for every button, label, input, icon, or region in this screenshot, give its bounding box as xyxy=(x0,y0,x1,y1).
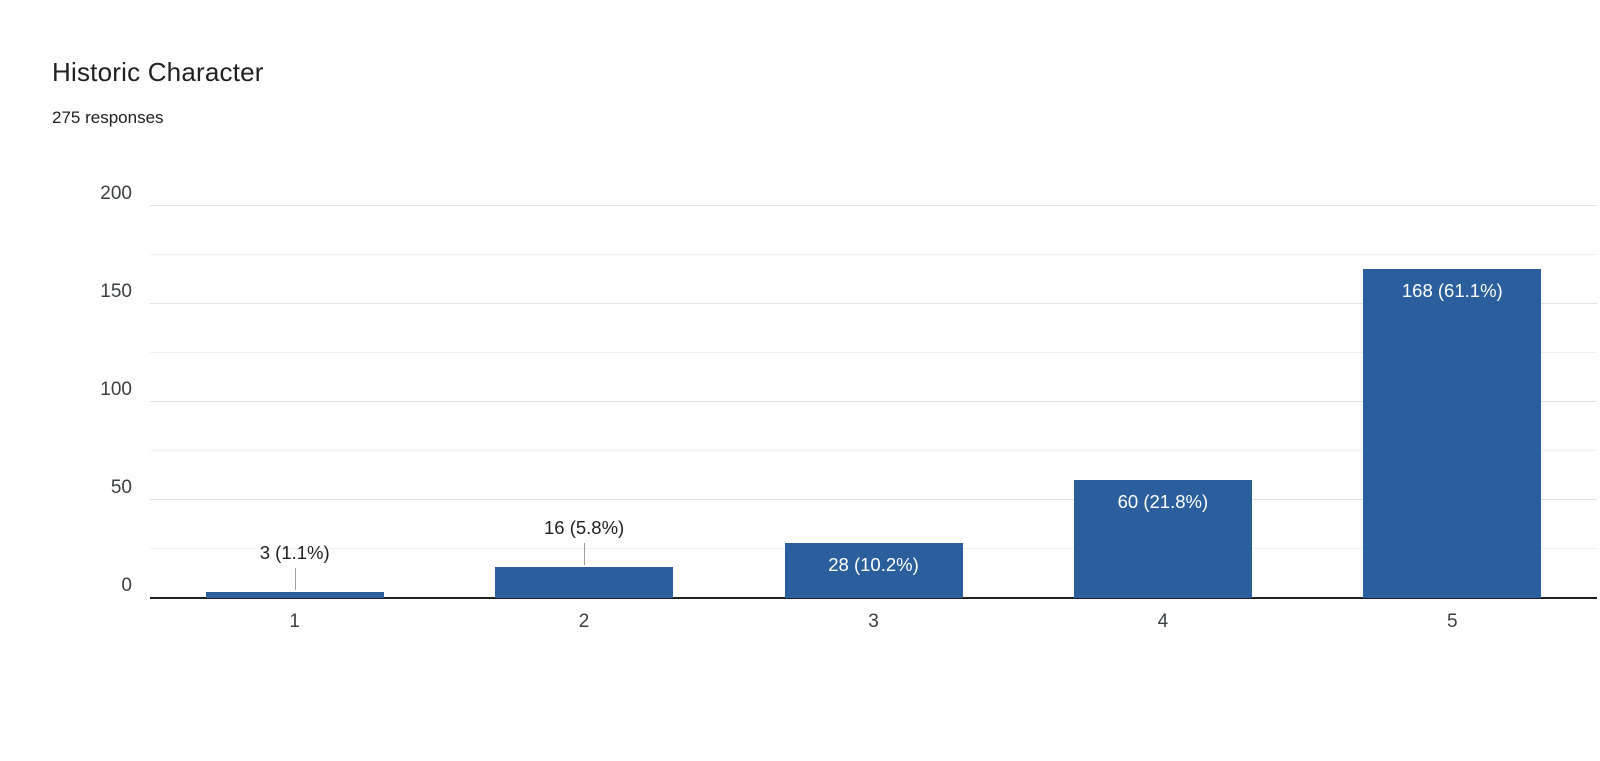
bar-value-label: 168 (61.1%) xyxy=(1401,279,1503,301)
bar-chart-plot-area: 0 50 100 150 200 3 (1.1%) 1 16 (5.8%) 2 28 (10.2%… xyxy=(100,183,1597,632)
gridline xyxy=(150,401,1597,402)
bar-value-label: 60 (21.8%) xyxy=(1117,491,1209,513)
bar[interactable]: 28 (10.2%) xyxy=(784,543,963,598)
bar[interactable]: 168 (61.1%) xyxy=(1363,268,1542,598)
x-axis-tick-label: 5 xyxy=(1447,611,1458,632)
bar[interactable]: 60 (21.8%) xyxy=(1073,480,1252,598)
gridline xyxy=(150,450,1597,451)
label-leader-line xyxy=(584,542,586,565)
bar[interactable] xyxy=(495,566,674,598)
gridline xyxy=(150,303,1597,304)
x-axis-line xyxy=(150,597,1597,599)
y-axis-tick-label: 0 xyxy=(121,575,132,596)
y-axis-tick-label: 200 xyxy=(100,183,132,204)
label-leader-line xyxy=(294,568,296,591)
x-axis-tick-label: 2 xyxy=(578,611,590,632)
bar-value-label: 16 (5.8%) xyxy=(543,516,625,538)
y-axis-tick-label: 50 xyxy=(110,477,132,498)
x-axis-tick-label: 4 xyxy=(1157,611,1169,632)
response-count: 275 responses xyxy=(52,108,164,127)
gridline xyxy=(150,499,1597,500)
x-axis-tick-label: 3 xyxy=(868,611,879,632)
chart-title: Historic Character xyxy=(52,57,264,87)
gridline xyxy=(150,352,1597,353)
bar[interactable] xyxy=(205,592,384,598)
x-axis-tick-label: 1 xyxy=(289,611,300,632)
y-axis-tick-label: 150 xyxy=(100,281,132,302)
bar-value-label: 3 (1.1%) xyxy=(259,542,330,564)
bar-value-label: 28 (10.2%) xyxy=(828,554,919,576)
gridline xyxy=(150,205,1597,206)
gridline xyxy=(150,254,1597,255)
y-axis-tick-label: 100 xyxy=(100,379,132,400)
